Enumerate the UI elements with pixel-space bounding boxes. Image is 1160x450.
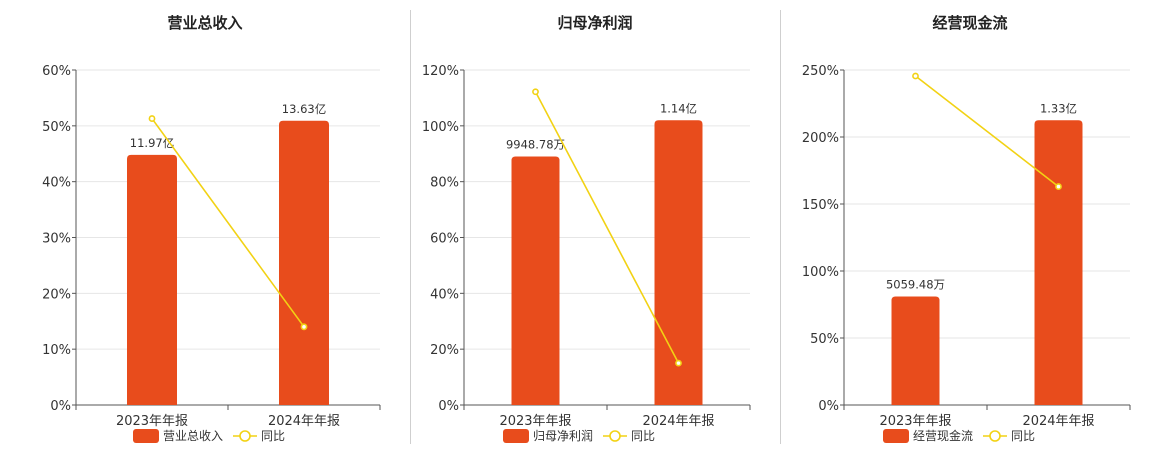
bar	[279, 120, 329, 405]
y-tick-label: 150%	[802, 198, 839, 213]
bar	[891, 296, 940, 405]
chart-panel-revenue: 营业总收入 0% 10% 20% 30% 40% 50% 60% 2023年年报 11.97亿 2…	[0, 0, 410, 450]
y-tick-label: 30%	[42, 232, 71, 247]
x-tick-label: 2024年年报	[1022, 414, 1094, 429]
y-tick-label: 80%	[430, 176, 459, 191]
chart-title: 归母净利润	[557, 14, 633, 32]
panel-divider	[410, 10, 411, 444]
x-tick-label: 2023年年报	[879, 414, 951, 429]
y-tick-label: 60%	[42, 64, 71, 79]
legend-label-line: 同比	[1011, 429, 1035, 443]
legend-swatch-bar	[503, 429, 529, 443]
y-tick-label: 0%	[438, 399, 459, 414]
chart-title: 经营现金流	[932, 14, 1008, 32]
legend-swatch-marker	[609, 430, 621, 442]
y-tick-label: 200%	[802, 131, 839, 146]
chart-panel-cash-flow: 经营现金流 0% 50% 100% 150% 200% 250% 2023年年报 5059.4…	[780, 0, 1160, 450]
y-tick-label: 50%	[42, 120, 71, 135]
legend-swatch-bar	[133, 429, 159, 443]
panel-divider	[780, 10, 781, 444]
x-tick-label: 2023年年报	[116, 414, 188, 429]
legend-label-bar: 营业总收入	[163, 429, 223, 443]
y-tick-label: 10%	[42, 343, 71, 358]
yoy-line	[151, 118, 305, 328]
x-tick-label: 2024年年报	[268, 414, 340, 429]
yoy-point	[912, 72, 919, 80]
bar-data-label: 9948.78万	[506, 138, 565, 152]
y-tick-label: 0%	[818, 399, 839, 414]
yoy-point	[1055, 183, 1062, 190]
bar	[511, 156, 560, 405]
net-profit-chart-svg: 0% 20% 40% 60% 80% 100% 120% 2023年年报 9948.78万 202…	[422, 64, 751, 443]
chart-panel-net-profit: 归母净利润 0% 20% 40% 60% 80% 100% 120% 2023年年报 9948.…	[410, 0, 780, 450]
y-tick-label: 40%	[430, 287, 459, 302]
y-tick-label: 100%	[802, 265, 839, 280]
bar-data-label: 1.33亿	[1040, 101, 1077, 115]
y-tick-label: 60%	[430, 232, 459, 247]
bar-data-label: 1.14亿	[660, 101, 697, 115]
chart-title: 营业总收入	[167, 14, 243, 32]
bar	[127, 154, 177, 405]
x-tick-label: 2023年年报	[499, 414, 571, 429]
y-tick-label: 20%	[430, 343, 459, 358]
legend-swatch-bar	[883, 429, 909, 443]
bar-data-label: 5059.48万	[886, 277, 945, 291]
bar-data-label: 11.97亿	[130, 136, 174, 150]
revenue-chart-svg: 0% 10% 20% 30% 40% 50% 60% 2023年年报 11.97亿 2024年年报…	[42, 64, 381, 443]
y-tick-label: 50%	[810, 332, 839, 347]
bar	[1034, 120, 1083, 405]
bar	[654, 120, 703, 405]
legend-label-bar: 归母净利润	[533, 429, 593, 443]
y-tick-label: 0%	[50, 399, 71, 414]
y-tick-label: 20%	[42, 287, 71, 302]
yoy-line	[915, 75, 1059, 188]
legend-swatch-marker	[989, 430, 1001, 442]
legend-label-line: 同比	[261, 429, 285, 443]
y-tick-label: 100%	[422, 120, 459, 135]
yoy-point	[148, 115, 156, 122]
yoy-point	[675, 359, 682, 367]
x-tick-label: 2024年年报	[642, 414, 714, 429]
yoy-point	[532, 88, 539, 96]
y-tick-label: 250%	[802, 64, 839, 79]
legend-label-line: 同比	[631, 429, 655, 443]
legend-label-bar: 经营现金流	[913, 428, 973, 443]
y-tick-label: 120%	[422, 64, 459, 79]
bar-data-label: 13.63亿	[282, 102, 326, 116]
legend-swatch-marker	[239, 430, 251, 442]
yoy-point	[300, 323, 308, 331]
cash-flow-chart-svg: 0% 50% 100% 150% 200% 250% 2023年年报 5059.48万 2024…	[802, 64, 1131, 443]
yoy-line	[534, 91, 680, 364]
y-tick-label: 40%	[42, 176, 71, 191]
